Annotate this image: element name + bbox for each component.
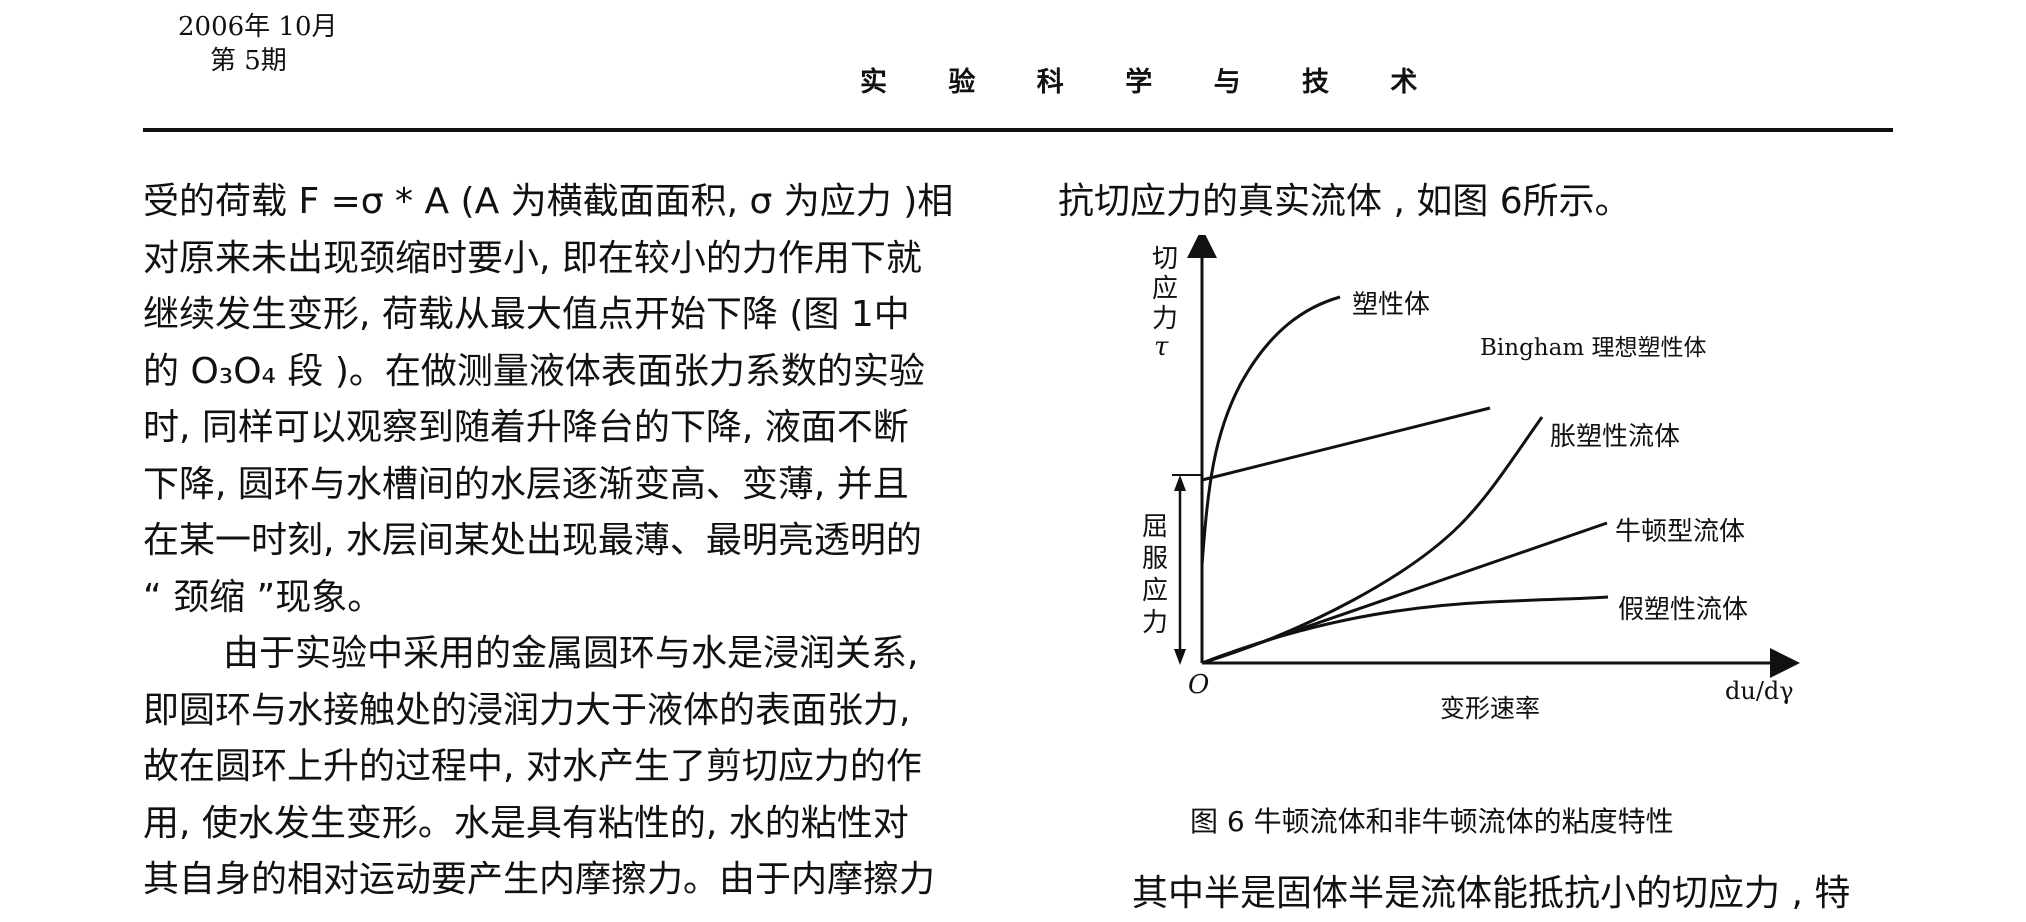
issue-year-month: 2006年 10月 (178, 12, 338, 42)
yield-arrow-top (1174, 475, 1186, 491)
text-line: 对原来未出现颈缩时要小, 即在较小的力作用下就 (143, 237, 922, 279)
text-line: 故在圆环上升的过程中, 对水产生了剪切应力的作 (143, 746, 922, 787)
yield-arrow-bottom (1174, 649, 1186, 665)
right-column-first-line: 抗切应力的真实流体 , 如图 6所示。 (1058, 181, 1631, 222)
label-plastic: 塑性体 (1352, 290, 1430, 320)
bingham-line (1201, 406, 1491, 482)
x-axis-unit: du/dγ (1725, 677, 1794, 705)
pseudoplastic-curve (1201, 595, 1609, 665)
yield-label-char: 服 (1142, 544, 1168, 574)
text-line: 其自身的相对运动要产生内摩擦力。由于内摩擦力 (143, 859, 936, 900)
yield-label-char: 屈 (1142, 512, 1168, 542)
text-line: 下降, 圆环与水槽间的水层逐渐变高、变薄, 并且 (143, 463, 909, 505)
text-line: 即圆环与水接触处的浸润力大于液体的表面张力, (143, 689, 911, 731)
left-column-text: 受的荷载 F =σ * A (A 为横截面面积, σ 为应力 )相 对原来未出现… (143, 174, 983, 909)
dilatant-curve (1201, 416, 1544, 665)
text-line: 由于实验中采用的金属圆环与水是浸润关系, (223, 633, 919, 674)
y-axis-label-char: 应 (1152, 274, 1178, 304)
figure-caption: 图 6 牛顿流体和非牛顿流体的粘度特性 (1190, 805, 1674, 838)
label-dilatant: 胀塑性流体 (1550, 422, 1680, 452)
label-pseudoplastic: 假塑性流体 (1618, 595, 1748, 625)
text-line: 继续发生变形, 荷载从最大值点开始下降 (图 1中 (143, 294, 910, 335)
journal-title: 实 验 科 学 与 技 术 (860, 67, 1444, 98)
label-newtonian: 牛顿型流体 (1615, 517, 1745, 547)
text-line: “ 颈缩 ”现象。 (143, 576, 384, 618)
text-line: 的 O₃O₄ 段 )。在做测量液体表面张力系数的实验 (143, 350, 925, 392)
origin-label: O (1188, 670, 1209, 700)
right-column-next-line: 其中半是固体半是流体能抵抗小的切应力 , 特 (1132, 873, 1851, 914)
yield-label-char: 力 (1142, 608, 1168, 638)
y-axis-label-char: 切 (1152, 244, 1178, 274)
issue-number: 第 5期 (210, 46, 287, 76)
figure-6: 切 应 力 τ 屈 服 应 力 O 变形速率 du/dγ 塑性体 Bingham… (1130, 228, 1820, 739)
text-line: 在某一时刻, 水层间某处出现最薄、最明亮透明的 (143, 520, 922, 561)
rheology-chart: 切 应 力 τ 屈 服 应 力 O 变形速率 du/dγ 塑性体 Bingham… (1142, 228, 1800, 723)
header-rule (143, 128, 1893, 132)
issue-date: 2006年 10月 第 5期 (178, 10, 338, 78)
text-line: 受的荷载 F =σ * A (A 为横截面面积, σ 为应力 )相 (143, 181, 954, 222)
text-line: 用, 使水发生变形。水是具有粘性的, 水的粘性对 (143, 802, 909, 844)
label-bingham: Bingham 理想塑性体 (1480, 335, 1706, 361)
plastic-curve (1200, 295, 1341, 663)
yield-label-char: 应 (1142, 576, 1168, 606)
y-axis-symbol: τ (1154, 332, 1169, 362)
x-axis-label: 变形速率 (1440, 694, 1540, 723)
y-axis-label-char: 力 (1152, 304, 1178, 334)
text-line: 时, 同样可以观察到随着升降台的下降, 液面不断 (143, 407, 909, 448)
